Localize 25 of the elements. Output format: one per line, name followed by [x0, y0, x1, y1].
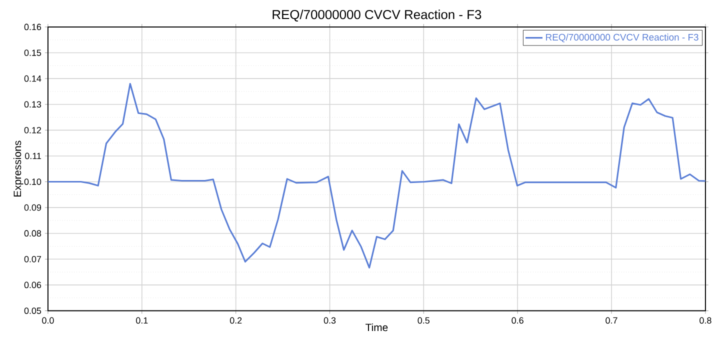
x-tick-label: 0.2	[230, 317, 242, 324]
x-axis-title: Time	[366, 324, 388, 332]
y-tick-label: 0.14	[24, 76, 42, 82]
y-tick-label: 0.08	[24, 230, 42, 237]
y-tick-label: 0.13	[24, 101, 42, 108]
x-tick-label: 0.7	[606, 317, 618, 324]
y-tick-label: 0.15	[24, 50, 42, 56]
y-tick-label: 0.06	[24, 282, 42, 288]
x-tick-label: 0.1	[136, 317, 148, 324]
y-tick-label: 0.12	[24, 127, 41, 134]
y-tick-label: 0.09	[24, 204, 42, 211]
y-tick-label: 0.11	[25, 152, 42, 160]
x-tick-label: 0.8	[700, 317, 712, 324]
y-axis-title: Expressions	[13, 140, 24, 197]
x-tick-label: 0.5	[418, 317, 430, 324]
x-tick-label: 0.0	[42, 317, 54, 324]
y-tick-label: 0.16	[24, 24, 42, 30]
y-tick-label: 0.10	[24, 178, 42, 186]
y-tick-label: 0.07	[24, 256, 41, 262]
chart-title: REQ/70000000 CVCV Reaction - F3	[272, 10, 482, 22]
x-tick-label: 0.3	[324, 317, 336, 324]
y-tick-label: 0.05	[24, 308, 42, 314]
x-tick-label: 0.6	[512, 317, 524, 324]
line-series	[48, 83, 706, 269]
legend-label: REQ/70000000 CVCV Reaction - F3	[546, 34, 698, 42]
